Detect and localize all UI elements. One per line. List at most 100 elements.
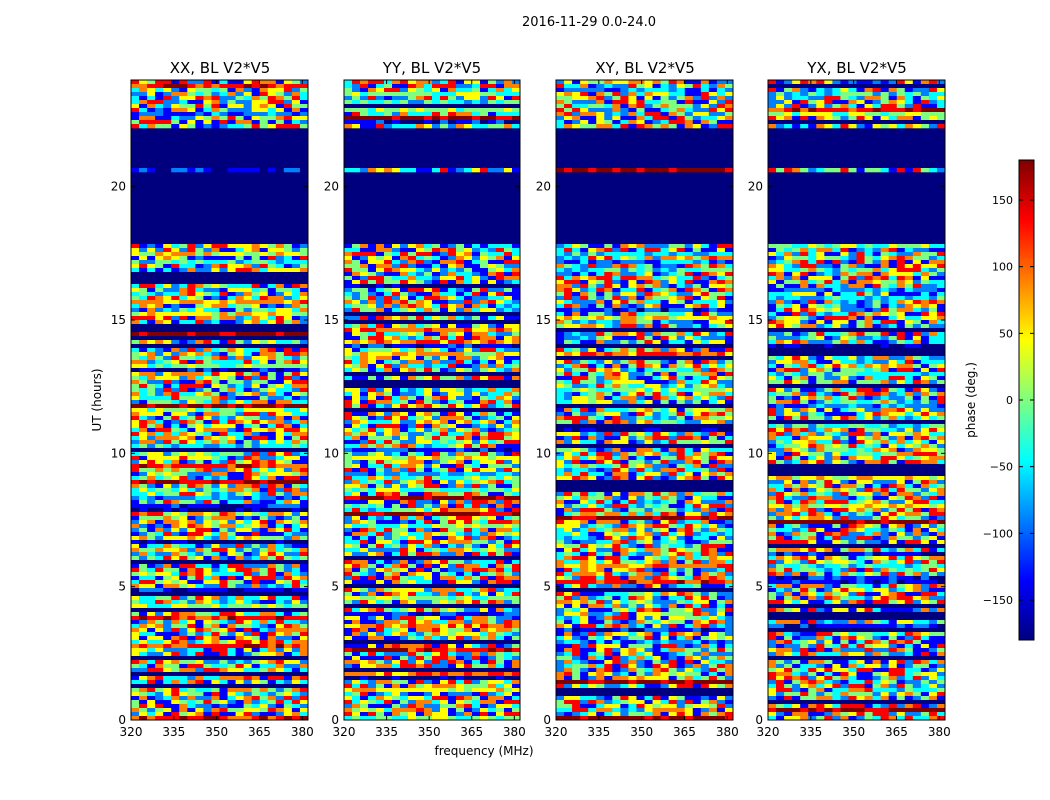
heatmap-cell — [195, 644, 204, 649]
heatmap-cell — [352, 80, 361, 85]
heatmap-cell — [251, 440, 261, 445]
heatmap-cell — [291, 444, 301, 449]
heatmap-cell — [496, 392, 505, 397]
heatmap-cell — [472, 568, 481, 573]
heatmap-cell — [512, 264, 521, 269]
heatmap-cell — [392, 316, 401, 321]
heatmap-cell — [424, 388, 433, 393]
heatmap-cell — [464, 96, 473, 101]
heatmap-cell — [504, 272, 513, 277]
heatmap-cell — [352, 352, 361, 357]
heatmap-cell — [155, 332, 164, 337]
heatmap-cell — [283, 712, 293, 717]
heatmap-cell — [496, 284, 505, 289]
heatmap-cell — [171, 588, 180, 593]
heatmap-cell — [376, 288, 385, 293]
heatmap-cell — [259, 308, 269, 313]
heatmap-cell — [171, 304, 180, 309]
heatmap-cell — [344, 380, 520, 384]
heatmap-cell — [147, 400, 156, 405]
heatmap-cell — [408, 636, 417, 641]
heatmap-cell — [267, 644, 277, 649]
heatmap-cell — [267, 248, 277, 253]
heatmap-cell — [139, 556, 148, 561]
heatmap-cell — [163, 456, 172, 461]
heatmap-cell — [203, 264, 212, 269]
heatmap-cell — [275, 472, 285, 477]
heatmap-cell — [432, 340, 441, 345]
heatmap-cell — [408, 304, 417, 309]
heatmap-cell — [472, 576, 481, 581]
heatmap-cell — [504, 572, 513, 577]
heatmap-cell — [440, 276, 449, 281]
heatmap-cell — [448, 88, 457, 93]
heatmap-cell — [408, 80, 417, 85]
heatmap-cell — [291, 580, 301, 585]
heatmap-cell — [171, 320, 180, 325]
heatmap-cell — [408, 532, 417, 537]
heatmap-cell — [179, 508, 188, 513]
heatmap-cell — [408, 280, 417, 285]
heatmap-cell — [195, 252, 204, 257]
heatmap-cell — [416, 288, 425, 293]
heatmap-cell — [384, 324, 393, 329]
heatmap-cell — [352, 116, 361, 121]
heatmap-cell — [416, 256, 425, 261]
heatmap-cell — [203, 532, 212, 537]
heatmap-cell — [504, 252, 513, 257]
heatmap-cell — [155, 572, 164, 577]
heatmap-cell — [131, 600, 140, 605]
heatmap-cell — [275, 540, 285, 545]
heatmap-cell — [416, 252, 425, 257]
heatmap-cell — [464, 124, 473, 129]
heatmap-cell — [488, 448, 497, 453]
heatmap-cell — [275, 580, 285, 585]
heatmap-cell — [291, 440, 301, 445]
heatmap-cell — [344, 564, 353, 569]
heatmap-cell — [376, 324, 385, 329]
heatmap-cell — [512, 484, 521, 489]
heatmap-cell — [203, 452, 212, 457]
heatmap-cell — [400, 356, 409, 361]
heatmap-cell — [267, 80, 277, 85]
heatmap-cell — [251, 504, 261, 509]
heatmap-cell — [496, 544, 505, 549]
heatmap-cell — [299, 112, 309, 117]
heatmap-cell — [384, 472, 393, 477]
heatmap-cell — [211, 348, 220, 353]
heatmap-cell — [195, 696, 204, 701]
heatmap-cell — [424, 260, 433, 265]
heatmap-cell — [179, 80, 188, 85]
heatmap-cell — [432, 280, 441, 285]
heatmap-cell — [163, 472, 172, 477]
heatmap-cell — [368, 292, 377, 297]
heatmap-cell — [376, 352, 385, 357]
heatmap-cell — [392, 520, 401, 525]
heatmap-cell — [344, 480, 353, 485]
heatmap-cell — [408, 608, 417, 613]
heatmap-cell — [139, 436, 148, 441]
heatmap-cell — [512, 544, 521, 549]
heatmap-cell — [163, 468, 172, 473]
heatmap-cell — [291, 380, 301, 385]
heatmap-cell — [456, 612, 465, 617]
heatmap-cell — [267, 88, 277, 93]
heatmap-cell — [291, 492, 301, 497]
heatmap-cell — [400, 448, 409, 453]
heatmap-cell — [211, 668, 220, 673]
heatmap-cell — [376, 116, 385, 121]
heatmap-cell — [512, 108, 521, 113]
heatmap-cell — [392, 276, 401, 281]
heatmap-cell — [267, 124, 277, 129]
heatmap-cell — [171, 644, 180, 649]
heatmap-cell — [171, 88, 180, 93]
heatmap-cell — [512, 392, 521, 397]
heatmap-cell — [456, 392, 465, 397]
heatmap-cell — [384, 396, 393, 401]
heatmap-cell — [480, 368, 489, 373]
heatmap-cell — [488, 488, 497, 493]
heatmap-cell — [139, 396, 148, 401]
heatmap-cell — [384, 376, 393, 381]
heatmap-cell — [291, 496, 301, 501]
heatmap-cell — [432, 316, 441, 321]
